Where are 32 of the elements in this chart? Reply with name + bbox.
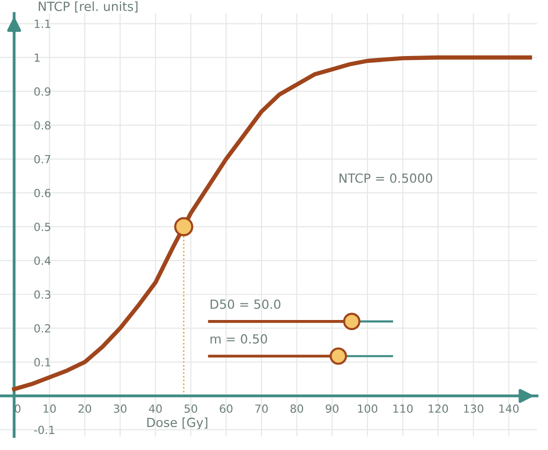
x-tick-label: 70 — [255, 404, 268, 413]
x-axis-title: Dose [Gy] — [147, 417, 208, 430]
y-axis-title: NTCP [rel. units] — [38, 1, 138, 13]
x-tick-label: 90 — [326, 404, 338, 413]
x-tick-label: 80 — [290, 404, 304, 413]
x-tick-label: 110 — [393, 404, 413, 413]
x-tick-label: 120 — [428, 404, 448, 413]
line-series — [12, 55, 532, 392]
x-tick-label: 10 — [44, 404, 56, 413]
annotation: m = 0.50 — [210, 334, 268, 344]
y-tick-label: 0.2 — [34, 324, 50, 333]
y-tick-label: 1.1 — [34, 20, 50, 28]
x-tick-label: 60 — [220, 404, 232, 413]
x-tick-label: 30 — [114, 404, 126, 413]
x-tick-label: 130 — [464, 404, 484, 413]
y-tick-label: 0.6 — [34, 188, 51, 198]
x-tick-label: 100 — [358, 404, 378, 413]
y-tick-label: 0.9 — [34, 87, 50, 96]
y-tick-label: 1 — [34, 54, 40, 62]
x-tick-label: 50 — [184, 404, 198, 413]
y-tick-label: 0.1 — [34, 358, 50, 366]
y-tick-label: 0.8 — [34, 121, 50, 130]
annotation: D50 = 50.0 — [210, 299, 280, 309]
x-tick-label: 140 — [499, 404, 519, 413]
y-tick-label: 0.7 — [34, 154, 50, 164]
annotation: NTCP = 0.5000 — [340, 173, 432, 183]
y-tick-label: -0.1 — [34, 426, 54, 434]
y-tick-label: 0.3 — [34, 290, 50, 299]
y-tick-label: 0.4 — [34, 256, 51, 265]
x-tick-label: 20 — [78, 404, 92, 413]
x-tick-label: 40 — [148, 404, 162, 413]
y-tick-label: 0.5 — [34, 222, 50, 232]
